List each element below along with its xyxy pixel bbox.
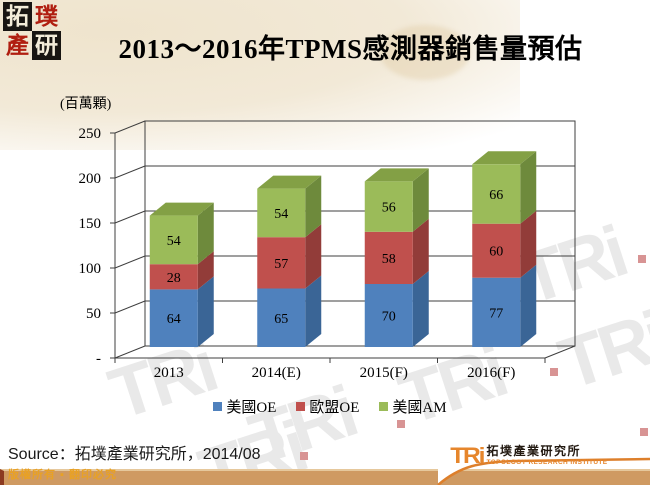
bar-side-美國OE xyxy=(305,275,322,347)
plot-back-wall xyxy=(144,120,576,347)
bar-segment-美國OE-2015(F) xyxy=(364,284,413,347)
bar-segment-美國AM-2016(F) xyxy=(472,164,521,224)
bar-top-美國AM xyxy=(257,175,322,189)
legend-label: 美國OE xyxy=(226,400,277,416)
source-note: Source：拓墣產業研究所，2014/08 xyxy=(8,446,261,463)
bar-value-label: 70 xyxy=(382,310,396,325)
bar-top-美國AM xyxy=(364,168,429,182)
y-tick-label: 50 xyxy=(86,306,101,322)
bar-side-美國OE xyxy=(520,264,537,347)
legend-swatch-green xyxy=(379,402,389,411)
x-axis-label: 2016(F) xyxy=(467,365,515,381)
bar-value-label: 64 xyxy=(167,312,181,327)
bar-segment-歐盟OE-2016(F) xyxy=(472,223,521,278)
legend-item: 美國OE xyxy=(213,396,276,417)
legend-item: 美國AM xyxy=(379,396,447,417)
y-tick-label: 250 xyxy=(79,126,102,142)
bar-segment-美國OE-2013 xyxy=(149,289,198,347)
y-tick-depth-line xyxy=(114,210,146,224)
bar-side-美國AM xyxy=(197,202,214,265)
bar-top-美國AM xyxy=(149,202,214,216)
seal-char: 研 xyxy=(32,31,61,60)
bar-segment-美國OE-2014(E) xyxy=(257,288,306,347)
bar-value-label: 54 xyxy=(167,234,181,249)
y-axis-unit-label: (百萬顆) xyxy=(60,97,112,112)
seal-char: 拓 xyxy=(3,2,32,31)
tri-logo-mark: TRi xyxy=(450,443,485,468)
floor-right-edge xyxy=(544,345,576,359)
y-tick-depth-line xyxy=(114,120,146,134)
y-tick-depth-line xyxy=(114,165,146,179)
bar-side-歐盟OE xyxy=(305,224,322,289)
footer-bar xyxy=(0,469,650,485)
tri-footer-logo: TRi 拓墣產業研究所 TOPOLOGY RESEARCH INSTITUTE xyxy=(450,443,608,468)
seal-char: 璞 xyxy=(35,4,58,29)
bar-value-label: 77 xyxy=(489,306,503,321)
bar-value-label: 66 xyxy=(489,188,503,203)
bar-value-label: 54 xyxy=(274,207,288,222)
topology-seal-logo: 拓 璞 產 研 xyxy=(3,2,61,60)
y-tick-depth-line xyxy=(114,255,146,269)
y-tick-label: - xyxy=(96,351,101,367)
legend-swatch-blue xyxy=(213,402,223,411)
tri-logo-chinese: 拓墣產業研究所 xyxy=(486,444,581,458)
bar-side-歐盟OE xyxy=(520,210,537,278)
x-axis-label: 2015(F) xyxy=(360,365,408,381)
seal-char: 產 xyxy=(6,33,29,58)
bar-segment-美國AM-2013 xyxy=(149,215,198,265)
legend-label: 歐盟OE xyxy=(309,400,360,416)
bar-value-label: 56 xyxy=(382,201,396,216)
legend-label: 美國AM xyxy=(392,400,447,416)
y-tick-depth-line xyxy=(114,345,146,359)
footer-swoosh xyxy=(437,440,650,485)
bar-top-美國AM xyxy=(472,151,537,165)
legend-swatch-red xyxy=(296,402,306,411)
bar-side-歐盟OE xyxy=(412,218,429,284)
x-axis-label: 2013 xyxy=(154,365,184,381)
y-tick-label: 100 xyxy=(79,261,102,277)
bar-value-label: 58 xyxy=(382,252,396,267)
bar-segment-歐盟OE-2015(F) xyxy=(364,231,413,284)
bar-value-label: 60 xyxy=(489,245,503,260)
bar-value-label: 28 xyxy=(167,271,181,286)
bar-value-label: 65 xyxy=(274,312,288,327)
bar-side-歐盟OE xyxy=(197,251,214,290)
bar-segment-歐盟OE-2013 xyxy=(149,264,198,290)
bar-side-美國AM xyxy=(305,175,322,238)
bar-side-美國AM xyxy=(520,151,537,224)
legend-item: 歐盟OE xyxy=(296,396,359,417)
y-tick-label: 200 xyxy=(79,171,102,187)
tri-logo-english: TOPOLOGY RESEARCH INSTITUTE xyxy=(486,459,608,467)
bar-value-label: 57 xyxy=(274,257,288,272)
bar-side-美國AM xyxy=(412,168,429,232)
bar-segment-美國AM-2014(E) xyxy=(257,188,306,238)
map-texture-blob xyxy=(380,25,470,80)
bar-side-美國OE xyxy=(412,271,429,347)
bar-segment-美國AM-2015(F) xyxy=(364,181,413,232)
page-title: 2013～2016年TPMS感測器銷售量預估 xyxy=(118,34,583,64)
copyright-text: 版權所有 ▪ 翻印必究 xyxy=(8,469,118,481)
chart-legend: 美國OE 歐盟OE 美國AM xyxy=(115,396,545,417)
y-tick-label: 150 xyxy=(79,216,102,232)
bar-segment-美國OE-2016(F) xyxy=(472,277,521,347)
y-tick-depth-line xyxy=(114,300,146,314)
bar-segment-歐盟OE-2014(E) xyxy=(257,237,306,289)
bar-side-美國OE xyxy=(197,276,214,347)
x-axis-label: 2014(E) xyxy=(252,365,301,381)
